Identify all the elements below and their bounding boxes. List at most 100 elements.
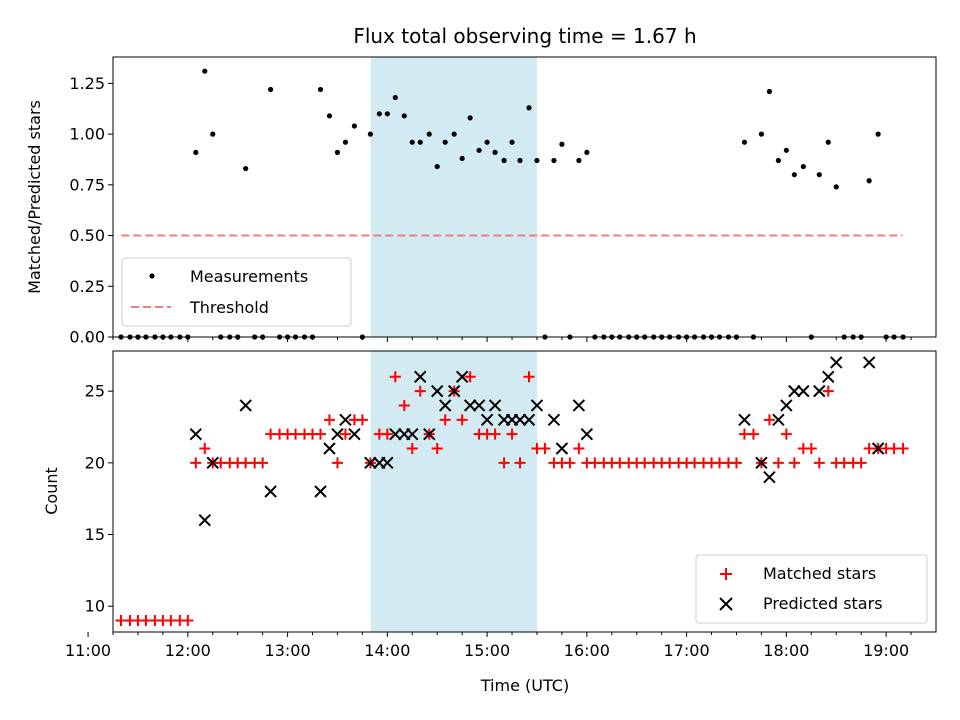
predicted-star-marker xyxy=(206,456,219,470)
predicted-star-marker xyxy=(755,456,768,470)
bottom-x-tick-label: 14:00 xyxy=(364,641,410,660)
matched-star-marker xyxy=(464,371,476,383)
predicted-star-marker xyxy=(738,413,751,427)
matched-star-marker xyxy=(439,414,451,426)
top-y-ticks: 0.00 0.25 0.50 0.75 1.00 1.25 xyxy=(69,74,113,347)
measurement-point xyxy=(210,131,216,137)
measurement-point xyxy=(783,147,789,153)
legend-threshold-label: Threshold xyxy=(189,298,269,317)
measurement-point xyxy=(442,139,448,145)
predicted-star-marker xyxy=(580,427,594,441)
predicted-star-marker xyxy=(431,384,444,398)
measurement-point xyxy=(551,157,557,164)
matched-star-marker xyxy=(506,428,518,440)
predicted-star-marker xyxy=(513,413,527,427)
matched-star-marker xyxy=(763,414,775,426)
matched-star-marker xyxy=(813,457,825,469)
predicted-star-marker xyxy=(331,427,344,441)
measurement-point xyxy=(434,163,440,170)
measurement-point xyxy=(559,141,565,147)
matched-star-marker xyxy=(414,385,426,397)
measurement-point xyxy=(334,149,341,155)
matched-star-marker xyxy=(182,615,194,627)
predicted-star-marker xyxy=(438,399,452,412)
measurement-point xyxy=(451,131,457,137)
measurement-point xyxy=(833,184,839,190)
matched-star-marker xyxy=(514,457,526,469)
matched-star-marker xyxy=(780,428,792,440)
predicted-star-marker xyxy=(830,356,843,369)
matched-star-marker xyxy=(747,428,759,440)
measurement-point xyxy=(384,111,390,117)
measurement-point xyxy=(367,131,373,137)
predicted-star-marker xyxy=(763,470,776,484)
top-highlight-span xyxy=(370,57,537,337)
measurement-point xyxy=(409,139,415,145)
predicted-star-marker xyxy=(414,370,427,384)
predicted-star-marker xyxy=(447,384,461,398)
measurement-point xyxy=(268,86,274,93)
measurement-point xyxy=(501,157,507,164)
measurement-point xyxy=(459,155,465,162)
matched-star-marker xyxy=(398,399,410,411)
predicted-star-marker xyxy=(871,442,885,455)
predicted-star-marker xyxy=(522,413,536,427)
matched-star-marker xyxy=(339,428,351,440)
predicted-star-marker xyxy=(572,399,586,412)
predicted-star-marker xyxy=(364,456,377,470)
matched-star-marker xyxy=(498,457,510,469)
matched-star-marker xyxy=(772,457,784,469)
measurement-point xyxy=(791,172,797,178)
measurement-point xyxy=(517,157,523,164)
matched-star-marker xyxy=(523,371,535,383)
predicted-star-marker xyxy=(406,427,419,441)
top-legend: Measurements Threshold xyxy=(121,257,352,327)
legend-measurements-label: Measurements xyxy=(190,267,308,286)
measurement-point xyxy=(509,139,515,145)
bottom-y-tick-label: 20 xyxy=(85,453,105,472)
measurement-point xyxy=(758,131,765,137)
legend-measurements-marker xyxy=(149,273,155,279)
matched-star-marker xyxy=(730,457,742,469)
bottom-y-tick-label: 10 xyxy=(85,597,105,616)
measurement-point xyxy=(351,123,358,129)
predicted-star-marker xyxy=(348,427,361,441)
top-legend-box xyxy=(121,257,352,327)
measurement-point xyxy=(376,111,382,117)
matched-star-marker xyxy=(897,442,909,454)
predicted-star-marker xyxy=(323,442,336,455)
bottom-x-tick-label: 12:00 xyxy=(165,641,211,660)
predicted-stars-points xyxy=(189,356,885,527)
predicted-star-marker xyxy=(455,370,469,384)
measurement-point xyxy=(584,149,590,155)
top-y-tick-label: 1.25 xyxy=(69,74,105,93)
measurement-point xyxy=(243,165,249,172)
measurement-point xyxy=(342,139,349,145)
measurement-points xyxy=(118,68,906,340)
measurement-point xyxy=(800,163,806,170)
measurement-point xyxy=(392,94,398,101)
matched-star-marker xyxy=(257,457,269,469)
bottom-x-tick-label: 11:00 xyxy=(65,641,111,660)
bottom-y-tick-label: 15 xyxy=(85,525,105,544)
matched-star-marker xyxy=(190,457,202,469)
bottom-x-ticks: 11:00 12:00 13:00 14:00 15:00 16:00 17:00 18:00… xyxy=(65,632,912,660)
top-y-tick-label: 0.00 xyxy=(69,328,105,347)
matched-star-marker xyxy=(314,428,326,440)
bottom-x-tick-label: 18:00 xyxy=(763,641,809,660)
measurement-point xyxy=(866,178,872,184)
measurement-point xyxy=(401,113,407,119)
bottom-y-tick-label: 25 xyxy=(85,382,105,401)
predicted-star-marker xyxy=(189,427,203,441)
measurement-point xyxy=(526,105,532,111)
predicted-star-marker xyxy=(472,399,486,412)
matched-star-marker xyxy=(805,442,817,454)
matched-star-marker xyxy=(564,457,576,469)
predicted-star-marker xyxy=(547,413,561,427)
predicted-star-marker xyxy=(381,456,394,470)
measurement-point xyxy=(326,113,333,119)
bottom-x-tick-label: 17:00 xyxy=(664,641,710,660)
predicted-star-marker xyxy=(822,370,835,384)
predicted-star-marker xyxy=(555,442,569,455)
